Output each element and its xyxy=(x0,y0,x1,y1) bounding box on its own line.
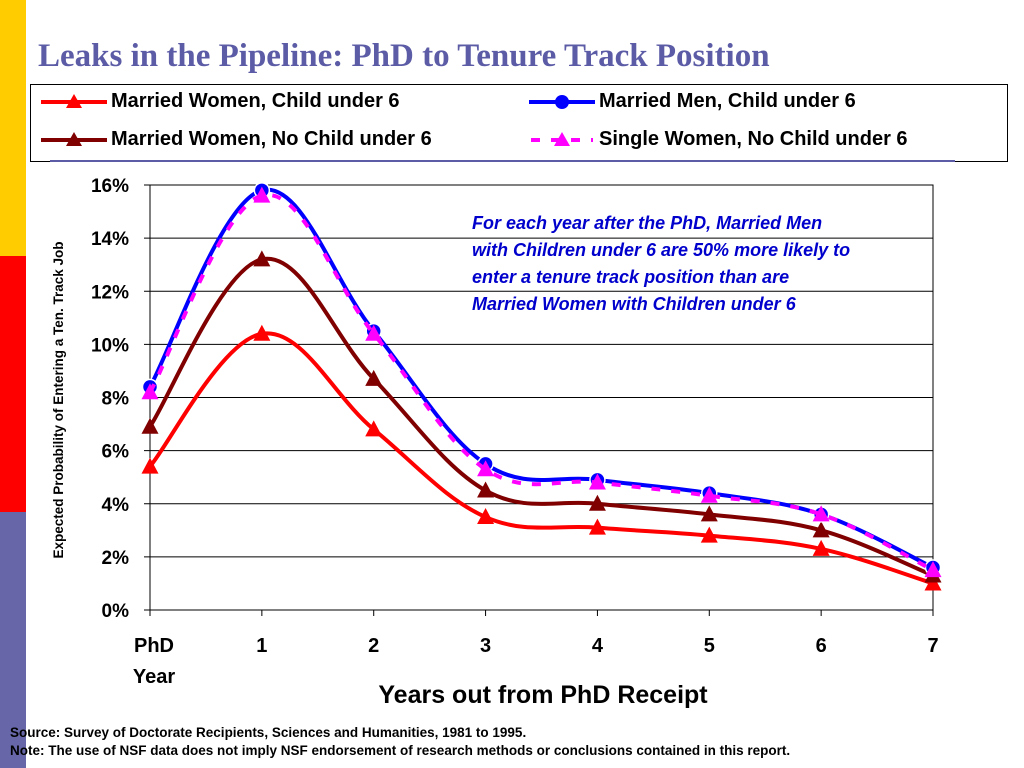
legend-label: Single Women, No Child under 6 xyxy=(599,128,908,150)
annotation-line: with Children under 6 are 50% more likel… xyxy=(472,240,850,260)
data-point-triangle xyxy=(477,481,495,498)
legend-item-married-women-no-child: Married Women, No Child under 6 xyxy=(41,128,432,151)
legend-swatch-red-triangle xyxy=(41,93,107,108)
chart-annotation: For each year after the PhD, Married Men… xyxy=(472,213,850,314)
y-tick-label: 12% xyxy=(91,282,129,303)
sidebar-blue-block xyxy=(0,512,26,768)
title-underline xyxy=(50,160,955,162)
data-point-triangle xyxy=(477,508,495,525)
data-point-triangle xyxy=(141,383,159,400)
x-tick-label: 6 xyxy=(816,635,827,657)
footer: Source: Survey of Doctorate Recipients, … xyxy=(10,724,790,759)
y-tick-label: 16% xyxy=(91,176,129,197)
data-point-triangle xyxy=(700,526,718,543)
x-tick-label: Year xyxy=(133,666,175,688)
x-tick-label: PhD xyxy=(134,635,174,657)
data-point-triangle xyxy=(812,505,830,522)
y-tick-label: 8% xyxy=(102,389,130,410)
data-point-triangle xyxy=(812,539,830,556)
y-tick-label: 4% xyxy=(102,495,130,516)
data-point-triangle xyxy=(588,494,606,511)
y-tick-label: 14% xyxy=(91,229,129,250)
data-point-triangle xyxy=(253,250,271,267)
data-point-triangle xyxy=(588,518,606,535)
data-point-triangle xyxy=(253,186,271,203)
source-note: Source: Survey of Doctorate Recipients, … xyxy=(10,725,527,740)
x-tick-label: 2 xyxy=(368,635,379,657)
legend-item-single-women-no-child: Single Women, No Child under 6 xyxy=(529,128,908,151)
legend-label: Married Women, No Child under 6 xyxy=(111,128,432,150)
legend-label: Married Women, Child under 6 xyxy=(111,90,400,112)
annotation-line: enter a tenure track position than are xyxy=(472,267,789,287)
y-tick-label: 6% xyxy=(102,442,130,463)
data-point-triangle xyxy=(924,561,942,578)
x-tick-label: 7 xyxy=(927,635,938,657)
legend-swatch-magenta-triangle xyxy=(531,131,593,146)
data-point-triangle xyxy=(477,460,495,477)
data-point-triangle xyxy=(253,324,271,341)
chart-legend: Married Women, Child under 6 Married Men… xyxy=(30,84,1008,162)
legend-item-married-women-child: Married Women, Child under 6 xyxy=(41,90,400,113)
sidebar-red-block xyxy=(0,256,26,512)
y-axis-label: Expected Probability of Entering a Ten. … xyxy=(51,241,66,558)
x-tick-label: 3 xyxy=(480,635,491,657)
data-point-triangle xyxy=(365,420,383,437)
slide-title: Leaks in the Pipeline: PhD to Tenure Tra… xyxy=(38,38,770,74)
y-tick-label: 2% xyxy=(102,548,130,569)
data-point-triangle xyxy=(700,486,718,503)
data-point-triangle xyxy=(588,473,606,490)
y-tick-label: 10% xyxy=(91,335,129,356)
annotation-line: Married Women with Children under 6 xyxy=(472,294,797,314)
x-tick-label: 5 xyxy=(704,635,715,657)
data-point-triangle xyxy=(812,521,830,538)
data-point-triangle xyxy=(365,324,383,341)
data-point-triangle xyxy=(365,369,383,386)
legend-item-married-men-child: Married Men, Child under 6 xyxy=(529,90,856,113)
data-point-triangle xyxy=(141,417,159,434)
legend-swatch-maroon-triangle xyxy=(41,131,107,146)
x-axis-label: Years out from PhD Receipt xyxy=(378,681,708,709)
y-tick-label: 0% xyxy=(102,601,130,622)
annotation-line: For each year after the PhD, Married Men xyxy=(472,213,822,233)
disclaimer-note: Note: The use of NSF data does not imply… xyxy=(10,742,791,758)
legend-label: Married Men, Child under 6 xyxy=(599,90,856,112)
sidebar-yellow-block xyxy=(0,0,26,256)
data-point-triangle xyxy=(141,457,159,474)
series-line-3 xyxy=(148,192,934,572)
legend-swatch-blue-circle xyxy=(529,94,595,109)
sidebar-stripe xyxy=(0,0,26,768)
x-tick-label: 4 xyxy=(592,635,604,657)
data-point-triangle xyxy=(700,505,718,522)
x-tick-label: 1 xyxy=(256,635,267,657)
